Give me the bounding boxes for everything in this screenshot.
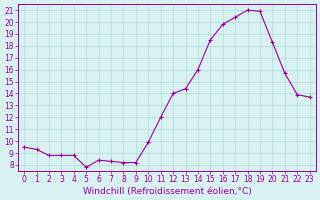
X-axis label: Windchill (Refroidissement éolien,°C): Windchill (Refroidissement éolien,°C) [83, 187, 251, 196]
